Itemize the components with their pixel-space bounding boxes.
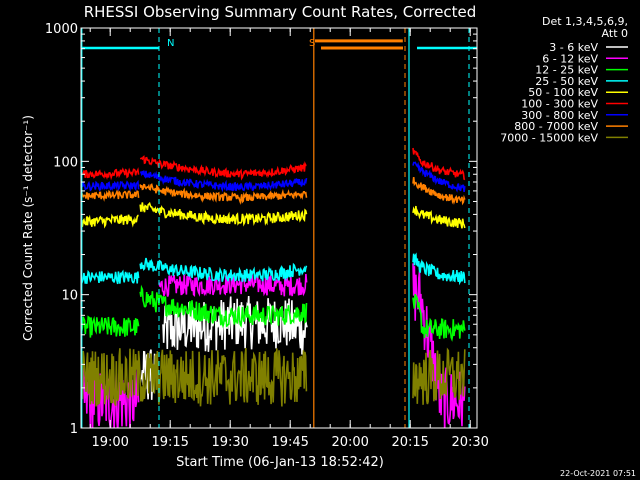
flag-label-0: N (167, 38, 174, 49)
legend-label-3: 25 - 50 keV (535, 75, 598, 88)
series-7 (81, 39, 466, 206)
legend-label-7: 800 - 7000 keV (514, 120, 598, 133)
series-3 (81, 252, 466, 286)
x-axis-label: Start Time (06-Jan-13 18:52:42) (176, 455, 384, 470)
series-6 (81, 161, 466, 193)
series-7-segment-0 (81, 189, 140, 202)
series-4-segment-2 (412, 205, 466, 229)
series-4 (81, 201, 466, 229)
series-3-segment-2 (412, 252, 466, 286)
series-4-segment-1 (139, 201, 308, 227)
series-7-segment-1 (139, 183, 308, 205)
series-8-segment-1 (412, 347, 466, 405)
series-2-segment-0 (81, 315, 140, 338)
legend-header-att: Att 0 (602, 27, 628, 40)
series-5-segment-0 (81, 167, 140, 181)
y-tick-label-3: 1000 (45, 22, 78, 37)
x-tick-label-3: 19:45 (271, 435, 308, 450)
legend-label-8: 7000 - 15000 keV (500, 131, 598, 144)
series-5-segment-2 (412, 147, 466, 181)
series-1-segment-1 (158, 273, 308, 298)
series-2-segment-1 (139, 284, 308, 329)
x-tick-label-5: 20:15 (391, 435, 428, 450)
series-8-segment-0 (81, 348, 308, 407)
legend-label-0: 3 - 6 keV (549, 41, 598, 54)
y-tick-label-0: 1 (70, 422, 78, 437)
x-tick-label-2: 19:30 (211, 435, 248, 450)
series-2 (81, 284, 466, 342)
x-tick-label-0: 19:00 (91, 435, 128, 450)
y-tick-label-2: 100 (53, 155, 78, 170)
series-7-segment-2 (412, 177, 466, 206)
legend-label-6: 300 - 800 keV (521, 109, 598, 122)
series-4-segment-0 (81, 213, 139, 229)
y-axis-label: Corrected Count Rate (s⁻¹ detector⁻¹) (21, 115, 35, 341)
legend-label-2: 12 - 25 keV (535, 64, 598, 77)
series-8 (81, 347, 466, 407)
x-tick-label-6: 20:30 (451, 435, 488, 450)
legend-label-4: 50 - 100 keV (528, 86, 598, 99)
timestamp: 22-Oct-2021 07:51 (560, 469, 636, 478)
x-tick-label-1: 19:15 (151, 435, 188, 450)
plot-frame (80, 27, 478, 429)
series-5-segment-1 (139, 155, 307, 181)
flag-label-1: S (309, 38, 315, 49)
series-6-segment-0 (81, 179, 140, 192)
legend-header: Det 1,3,4,5,6,9, (542, 15, 628, 28)
chart-title: RHESSI Observing Summary Count Rates, Co… (84, 3, 477, 21)
y-tick-label-1: 10 (61, 289, 78, 304)
x-tick-label-4: 20:00 (331, 435, 368, 450)
series-6-segment-2 (412, 161, 466, 193)
series-6-segment-1 (139, 170, 308, 193)
series-5 (81, 147, 466, 181)
legend-label-5: 100 - 300 keV (521, 98, 598, 111)
legend-label-1: 6 - 12 keV (542, 52, 598, 65)
series-3-segment-0 (81, 269, 140, 285)
series-3-segment-1 (139, 257, 308, 282)
series-2-segment-2 (412, 293, 466, 342)
